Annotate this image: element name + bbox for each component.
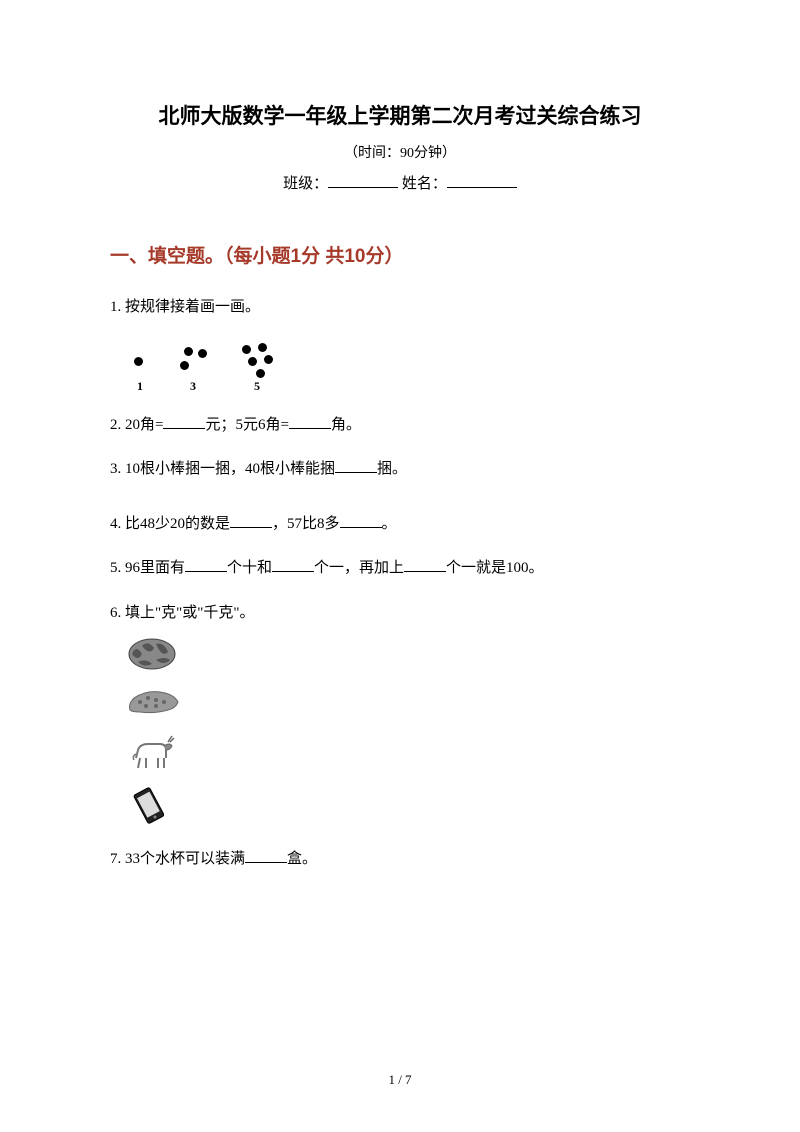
q7-part-b: 盒。 [287, 851, 317, 867]
q2-blank-2 [289, 416, 331, 429]
q5-part-d: 个一就是100。 [446, 560, 544, 576]
q5-blank-2 [272, 559, 314, 572]
bitter-gourd-icon [126, 684, 690, 720]
question-7: 7. 33个水杯可以装满 盒。 [110, 848, 690, 871]
q4-part-a: 4. 比48少20的数是 [110, 516, 230, 532]
q2-part-a: 2. 20角= [110, 417, 163, 433]
q5-part-a: 5. 96里面有 [110, 560, 185, 576]
q2-part-c: 角。 [331, 417, 361, 433]
dots-group-5: 5 [234, 339, 280, 394]
q4-blank-2 [340, 515, 382, 528]
question-6: 6. 填上"克"或"千克"。 [110, 602, 690, 625]
question-6-images [126, 634, 690, 828]
class-label: 班级： [283, 176, 328, 192]
dots-group-3: 3 [174, 339, 212, 394]
goat-icon [126, 732, 690, 772]
question-1-dots: 1 3 5 [126, 337, 302, 396]
q3-part-a: 3. 10根小棒捆一捆，40根小棒能捆 [110, 461, 335, 477]
q7-blank-1 [245, 850, 287, 863]
q7-part-a: 7. 33个水杯可以装满 [110, 851, 245, 867]
page-title: 北师大版数学一年级上学期第二次月考过关综合练习 [110, 100, 690, 130]
q3-blank-1 [335, 460, 377, 473]
dot-label-5: 5 [234, 379, 280, 394]
name-blank [447, 174, 517, 188]
q5-part-c: 个一，再加上 [314, 560, 404, 576]
time-subtitle: （时间：90分钟） [110, 142, 690, 162]
question-1: 1. 按规律接着画一画。 [110, 296, 690, 319]
question-4: 4. 比48少20的数是 ，57比8多 。 [110, 513, 690, 536]
q4-part-b: ，57比8多 [272, 516, 340, 532]
watermelon-icon [126, 634, 690, 672]
dots-group-1: 1 [128, 339, 152, 394]
q5-part-b: 个十和 [227, 560, 272, 576]
q3-part-b: 捆。 [377, 461, 407, 477]
q2-part-b: 元；5元6角= [205, 417, 288, 433]
q2-blank-1 [163, 416, 205, 429]
question-5: 5. 96里面有 个十和 个一，再加上 个一就是100。 [110, 557, 690, 580]
q4-part-c: 。 [382, 516, 397, 532]
phone-icon [126, 784, 690, 828]
q5-blank-1 [185, 559, 227, 572]
question-3: 3. 10根小棒捆一捆，40根小棒能捆 捆。 [110, 458, 690, 481]
page-footer: 1 / 7 [0, 1072, 800, 1088]
class-name-line: 班级： 姓名： [110, 172, 690, 193]
question-2: 2. 20角= 元；5元6角= 角。 [110, 414, 690, 437]
q4-blank-1 [230, 515, 272, 528]
q5-blank-3 [404, 559, 446, 572]
dot-label-3: 3 [174, 379, 212, 394]
dot-label-1: 1 [128, 379, 152, 394]
section-1-header: 一、填空题。（每小题1分 共10分） [110, 241, 690, 268]
class-blank [328, 174, 398, 188]
name-label: 姓名： [402, 176, 447, 192]
